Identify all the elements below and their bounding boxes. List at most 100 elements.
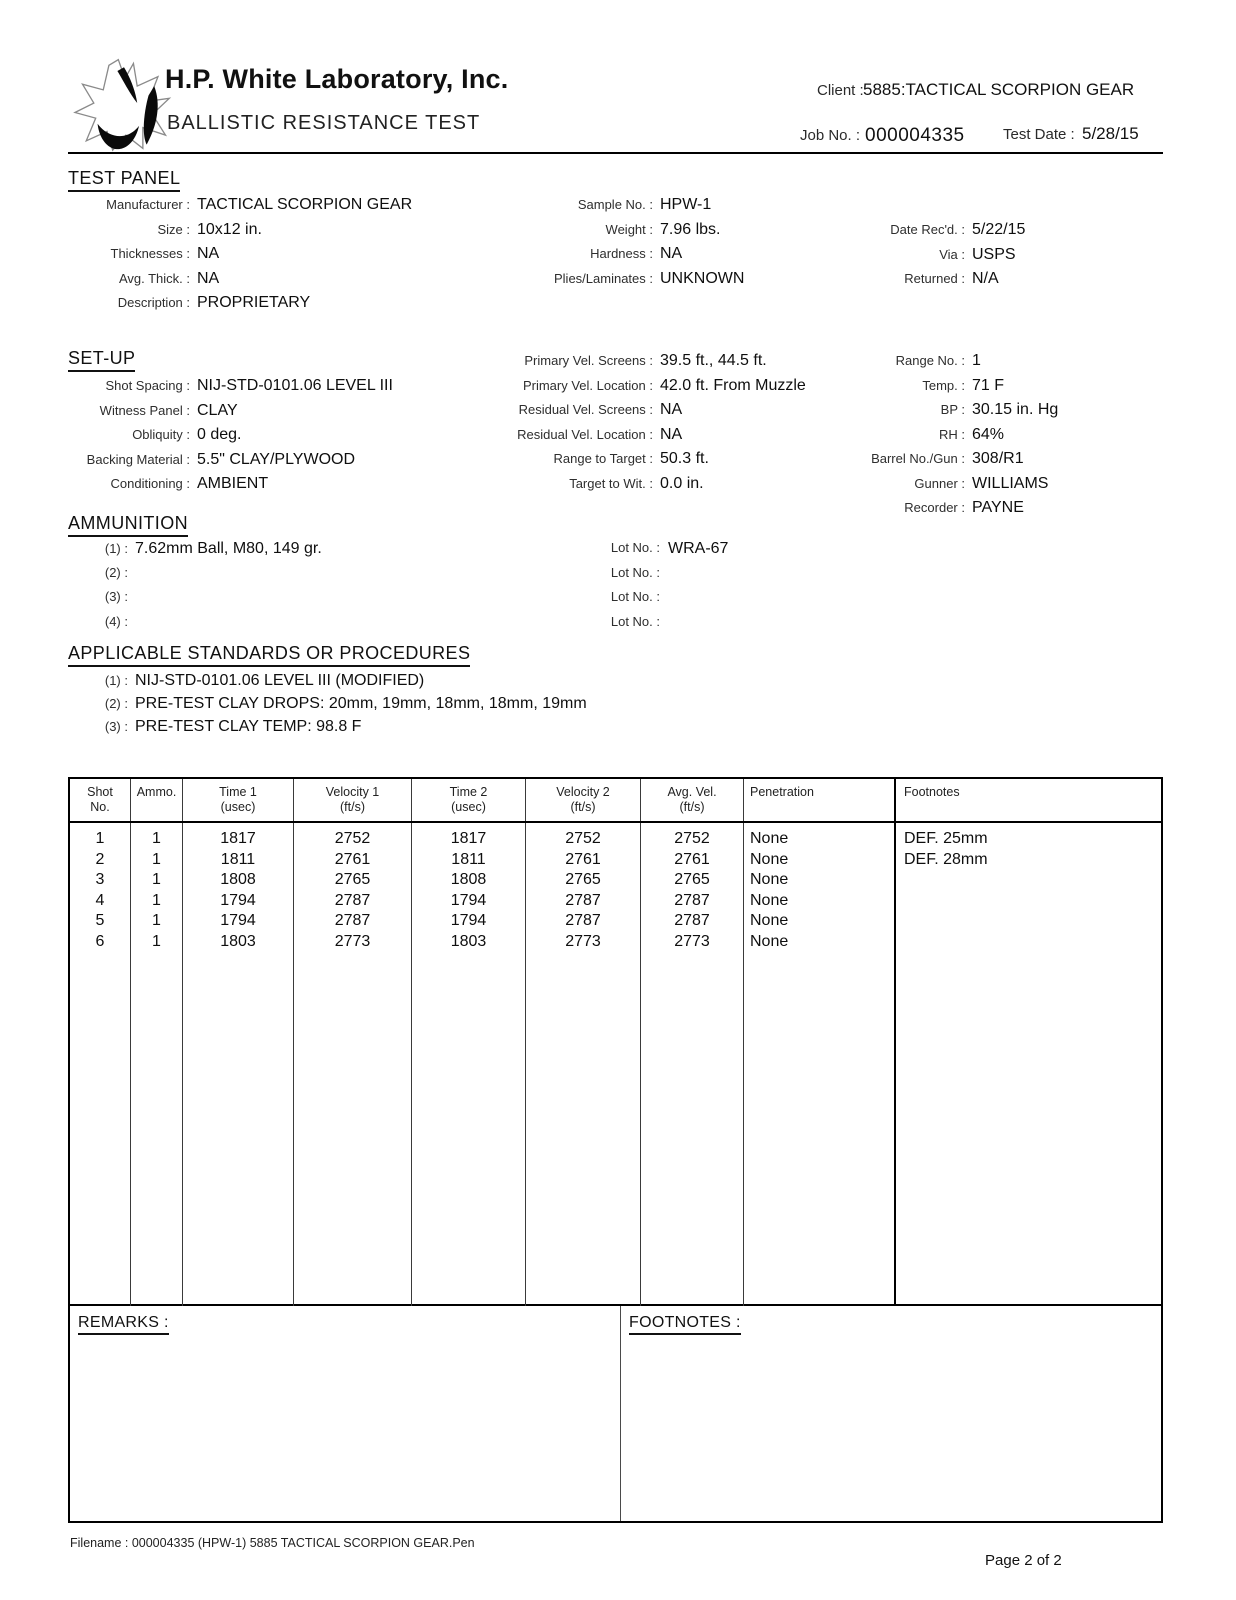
job-no-value: 000004335 bbox=[865, 125, 965, 146]
field-label: Avg. Thick. : bbox=[118, 270, 190, 286]
table-cell: 2787 bbox=[565, 912, 601, 929]
field-value: 7.96 lbs. bbox=[660, 220, 721, 238]
remarks-label: REMARKS : bbox=[78, 1314, 169, 1335]
form-row: Description : PROPRIETARY bbox=[68, 294, 412, 319]
footnotes-label: FOOTNOTES : bbox=[629, 1314, 741, 1335]
form-row: Size : 10x12 in. bbox=[68, 221, 412, 246]
column-header: Shot No. bbox=[70, 779, 131, 821]
column-header-line: (usec) bbox=[451, 799, 486, 814]
field-label: Residual Vel. Screens : bbox=[518, 402, 653, 417]
field-label: Via : bbox=[939, 246, 965, 262]
table-cell: 2761 bbox=[674, 850, 710, 868]
field-label: Recorder : bbox=[904, 500, 965, 515]
field-label: (2) : bbox=[104, 696, 128, 711]
field-value: 50.3 ft. bbox=[660, 450, 709, 467]
table-cell: 1 bbox=[152, 912, 161, 929]
table-cell: 3 bbox=[95, 871, 105, 888]
ammo-description: 7.62mm Ball, M80, 149 gr. bbox=[135, 540, 322, 557]
form-row: Plies/Laminates : UNKNOWN bbox=[468, 270, 744, 295]
table-cell: 2761 bbox=[334, 850, 371, 868]
table-cell: None bbox=[750, 912, 789, 929]
column-header-line: No. bbox=[90, 799, 110, 814]
field-value: N/A bbox=[972, 270, 999, 287]
field-label: Thicknesses : bbox=[110, 246, 190, 261]
section-heading-standards: APPLICABLE STANDARDS OR PROCEDURES bbox=[68, 643, 471, 667]
setup-left-column: Shot Spacing : NIJ-STD-0101.06 LEVEL III W… bbox=[68, 377, 393, 500]
standards-rows: (1) : NIJ-STD-0101.06 LEVEL III (MODIFIED… bbox=[68, 672, 587, 741]
field-value: 5.5" CLAY/PLYWOOD bbox=[197, 450, 356, 468]
form-row: Barrel No./Gun : 308/R1 bbox=[768, 450, 1058, 475]
page-number: Page 2 of 2 bbox=[985, 1552, 1062, 1569]
field-value: TACTICAL SCORPION GEAR bbox=[197, 196, 413, 213]
table-cell: 1811 bbox=[451, 850, 486, 868]
test-date-label: Test Date : bbox=[1003, 126, 1075, 143]
table-cell: 2787 bbox=[334, 891, 371, 909]
form-row: Range to Target : 50.3 ft. bbox=[448, 450, 806, 475]
field-value: HPW-1 bbox=[660, 196, 712, 213]
field-label: Sample No. : bbox=[577, 197, 653, 212]
table-column: 1 2 3 4 5 6 bbox=[70, 823, 131, 1306]
ammo-row: (3) : Lot No. : bbox=[68, 589, 868, 614]
table-cell: None bbox=[750, 891, 789, 909]
column-header: Footnotes bbox=[896, 779, 1161, 821]
form-row: Target to Wit. : 0.0 in. bbox=[448, 475, 806, 500]
setup-right-column: Range No. : 1 Temp. : 71 F BP : 30.15 in. Hg R… bbox=[768, 352, 1058, 524]
table-cell: 1817 bbox=[220, 830, 256, 847]
field-value: PRE-TEST CLAY DROPS: 20mm, 19mm, 18mm, 1… bbox=[135, 695, 587, 712]
form-row: Temp. : 71 F bbox=[768, 377, 1058, 402]
ammo-number-label: (1) : bbox=[104, 541, 128, 556]
field-value: PAYNE bbox=[972, 499, 1024, 516]
form-row: Primary Vel. Location : 42.0 ft. From Muz… bbox=[448, 377, 806, 402]
table-cell: 2765 bbox=[565, 871, 601, 888]
table-cell: 2773 bbox=[674, 932, 710, 950]
field-value: CLAY bbox=[197, 401, 238, 419]
table-column: 2752 2761 2765 2787 2787 2773 bbox=[641, 823, 744, 1306]
field-value: NA bbox=[197, 245, 220, 262]
table-cell: 1817 bbox=[450, 830, 487, 847]
form-row: Via : USPS bbox=[768, 246, 1025, 271]
section-heading-ammunition: AMMUNITION bbox=[68, 513, 188, 537]
field-label: Description : bbox=[117, 295, 190, 310]
table-header-row: Shot No. Ammo. Time 1 (usec) Velocity 1 (ft/s)… bbox=[70, 779, 1161, 823]
table-cell: 2752 bbox=[334, 830, 371, 847]
field-value: NA bbox=[660, 245, 683, 262]
table-body: 1 2 3 4 5 6 1 1 1 1 1 1 1817 1811 1808 1794 1794 1803 2752… bbox=[70, 823, 1161, 1306]
field-label: Hardness : bbox=[590, 246, 653, 261]
column-header-line: Velocity 2 bbox=[556, 785, 610, 799]
field-label: Size : bbox=[157, 221, 190, 237]
field-value: USPS bbox=[972, 245, 1016, 263]
form-row: Range No. : 1 bbox=[768, 352, 1058, 377]
lot-number-value: WRA-67 bbox=[668, 540, 729, 557]
field-label: Target to Wit. : bbox=[569, 475, 653, 491]
table-cell: 1 bbox=[152, 891, 161, 909]
column-header-line: (ft/s) bbox=[679, 799, 705, 814]
table-cell bbox=[896, 932, 1161, 953]
table-cell: 2765 bbox=[674, 871, 710, 888]
column-header-line: Time 2 bbox=[449, 785, 488, 799]
lot-number-label: Lot No. : bbox=[610, 613, 660, 629]
field-label: BP : bbox=[940, 402, 965, 417]
setup-middle-column: Primary Vel. Screens : 39.5 ft., 44.5 ft.… bbox=[448, 352, 806, 499]
table-cell: DEF. 25mm bbox=[904, 830, 988, 847]
field-value: NA bbox=[660, 401, 683, 418]
table-column: 2752 2761 2765 2787 2787 2773 bbox=[526, 823, 641, 1306]
field-value: 5/22/15 bbox=[972, 221, 1026, 238]
field-value: 0 deg. bbox=[197, 426, 242, 443]
ammo-row: (1) : 7.62mm Ball, M80, 149 gr. Lot No. : W… bbox=[68, 540, 868, 565]
column-header-line: Shot bbox=[87, 785, 113, 799]
field-value: 1 bbox=[972, 352, 981, 369]
job-no-label: Job No. : bbox=[800, 127, 861, 144]
field-value: 64% bbox=[972, 425, 1005, 443]
test-date-value: 5/28/15 bbox=[1082, 124, 1139, 143]
table-cell: 1808 bbox=[450, 871, 487, 888]
field-value: PROPRIETARY bbox=[197, 294, 311, 311]
table-cell: 1811 bbox=[220, 850, 256, 868]
field-label: Witness Panel : bbox=[99, 402, 190, 418]
ammo-number-label: (4) : bbox=[104, 613, 128, 629]
table-column: None None None None None None bbox=[744, 823, 896, 1306]
form-row: Manufacturer : TACTICAL SCORPION GEAR bbox=[68, 196, 412, 221]
field-label: Gunner : bbox=[914, 475, 965, 491]
table-cell bbox=[896, 870, 1161, 891]
field-label: Plies/Laminates : bbox=[554, 270, 653, 286]
table-column: 1817 1811 1808 1794 1794 1803 bbox=[412, 823, 526, 1306]
